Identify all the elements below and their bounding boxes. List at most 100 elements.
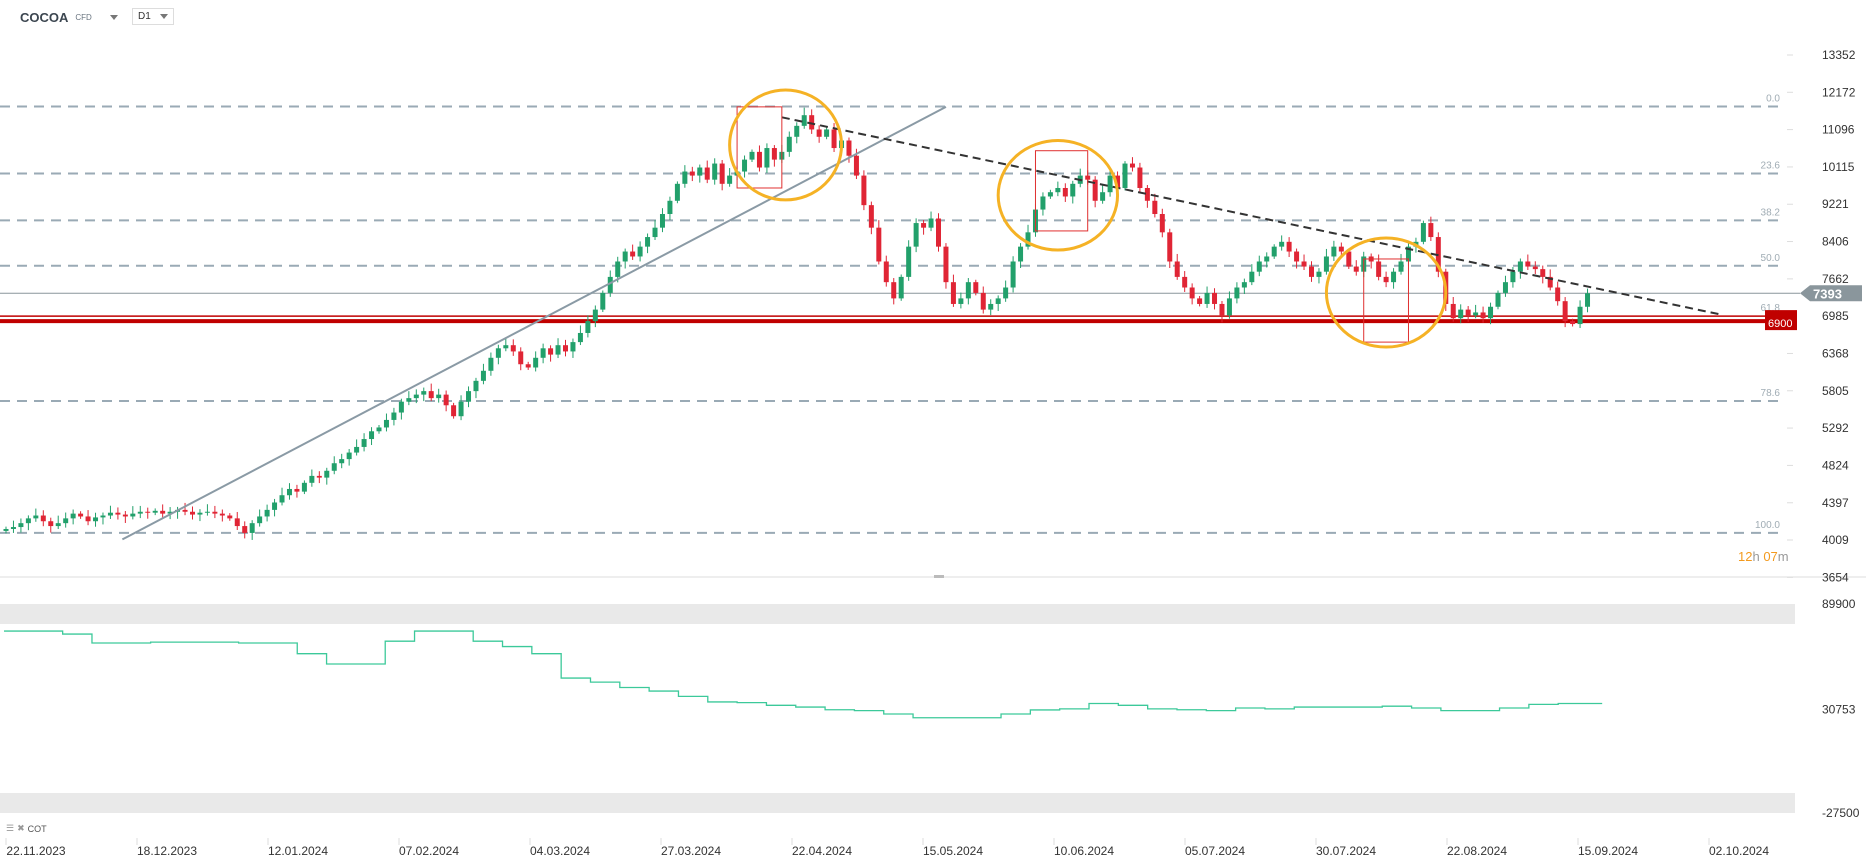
candle-body <box>913 223 919 247</box>
candle-body <box>1025 232 1031 247</box>
candle-body <box>242 526 248 533</box>
candle-body <box>473 380 479 392</box>
candle-body <box>85 516 91 522</box>
y-tick-label: 10115 <box>1822 160 1855 174</box>
candle-body <box>1346 251 1352 267</box>
candle-body <box>70 513 76 519</box>
candle-body <box>1212 292 1218 304</box>
candle-body <box>1450 303 1456 319</box>
candle-body <box>1458 309 1464 319</box>
candle-body <box>1062 187 1068 197</box>
candle-body <box>742 159 748 172</box>
candle-body <box>592 309 598 322</box>
candle-body <box>667 200 673 215</box>
candle-body <box>190 511 195 515</box>
current-price-label: 7393 <box>1813 286 1842 301</box>
candle-body <box>689 171 695 176</box>
x-tick-label: 10.06.2024 <box>1054 844 1114 858</box>
candle-body <box>145 511 151 513</box>
candle-body <box>286 488 292 496</box>
candle-body <box>652 227 658 238</box>
candle-body <box>234 518 240 527</box>
candle-body <box>227 515 233 519</box>
candle-body <box>1264 256 1270 262</box>
candle-body <box>1219 303 1225 316</box>
candle-body <box>1047 192 1053 197</box>
candle-body <box>764 148 770 168</box>
candle-body <box>1197 298 1203 304</box>
candle-body <box>48 521 54 527</box>
candle-body <box>1271 246 1277 257</box>
candle-body <box>316 475 322 478</box>
candle-body <box>25 518 31 524</box>
y-tick-label: 6368 <box>1822 346 1849 360</box>
candle-body <box>809 115 815 130</box>
candle-body <box>309 475 315 483</box>
candle-body <box>1167 232 1173 262</box>
candle-body <box>1003 287 1009 299</box>
candle-body <box>1241 282 1247 288</box>
candle-body <box>480 370 486 381</box>
countdown-minutes: 07 <box>1763 549 1778 564</box>
candle-body <box>413 394 419 399</box>
x-tick-label: 05.07.2024 <box>1185 844 1245 858</box>
indicator-name: COT <box>27 823 47 834</box>
candle-body <box>928 218 934 228</box>
candle-body <box>1100 192 1106 201</box>
fib-level-label: 38.2 <box>1761 207 1781 218</box>
y-tick-label: 8406 <box>1822 235 1849 249</box>
candle-body <box>853 155 859 176</box>
candle-body <box>451 405 457 417</box>
timeframe-select[interactable]: D1 <box>132 8 174 25</box>
candle-body <box>55 523 61 527</box>
settings-icon[interactable]: ☰ <box>6 823 15 833</box>
candle-body <box>212 511 218 514</box>
x-tick-label: 12.01.2024 <box>268 844 328 858</box>
fib-level-label: 0.0 <box>1766 94 1780 105</box>
candle-body <box>637 246 643 257</box>
candle-body <box>294 488 300 492</box>
countdown-h-unit: h <box>1752 549 1760 564</box>
candle-body <box>383 419 389 428</box>
y-tick-label: 5292 <box>1822 421 1849 435</box>
candle-body <box>458 401 464 417</box>
candle-body <box>160 510 166 514</box>
candle-body <box>1182 276 1188 288</box>
candle-body <box>950 282 956 304</box>
candle-body <box>615 261 621 277</box>
candle-body <box>1018 246 1024 262</box>
rising-trendline <box>121 105 947 541</box>
candle-body <box>1420 223 1426 242</box>
pane-resize-handle[interactable] <box>934 575 944 578</box>
symbol-selector[interactable]: COCOA CFD <box>20 10 118 25</box>
candle-body <box>719 163 725 184</box>
candle-body <box>421 391 427 395</box>
candle-body <box>898 276 904 299</box>
candle-body <box>100 515 106 518</box>
candle-body <box>1570 321 1576 325</box>
candle-body <box>376 427 382 432</box>
candle-body <box>1152 200 1158 215</box>
candle-body <box>1122 163 1128 188</box>
highlight-circle <box>996 139 1120 252</box>
candle-body <box>1383 276 1389 283</box>
candle-body <box>824 129 830 137</box>
chevron-down-icon[interactable] <box>109 15 118 20</box>
candle-body <box>988 303 994 310</box>
candle-body <box>78 513 84 517</box>
y-tick-label: 4824 <box>1822 458 1849 472</box>
candle-body <box>548 348 554 355</box>
candle-body <box>876 227 882 262</box>
close-icon[interactable]: ✖ <box>17 823 25 833</box>
candle-body <box>995 298 1001 304</box>
candle-body <box>1323 256 1329 272</box>
candle-body <box>1144 187 1150 201</box>
candle-body <box>1107 175 1113 193</box>
candle-body <box>115 512 121 515</box>
candle-body <box>204 511 210 513</box>
y-tick-label: 4009 <box>1822 533 1849 547</box>
candle-body <box>630 251 636 257</box>
candle-body <box>33 515 39 519</box>
candle-body <box>1234 287 1240 299</box>
